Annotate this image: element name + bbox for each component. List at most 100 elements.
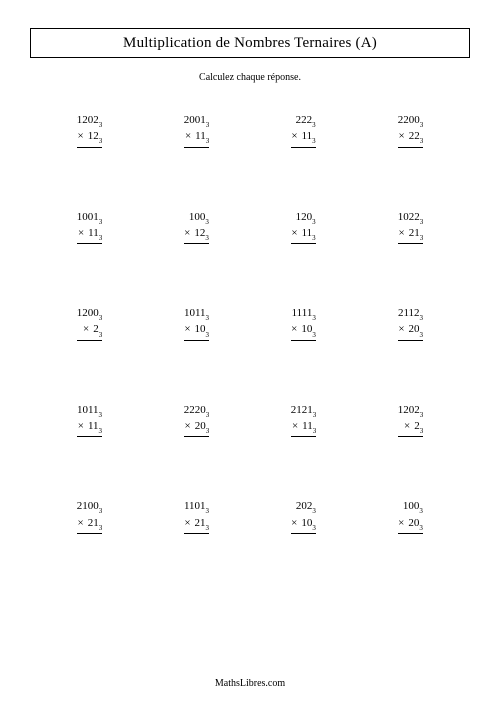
multiplicand: 21213 xyxy=(291,403,317,419)
multiplicand: 21123 xyxy=(398,306,423,322)
multiplicand: 10013 xyxy=(77,210,103,226)
divider-rule xyxy=(291,340,316,341)
multiplier: ×113 xyxy=(291,129,315,145)
multiplier: ×113 xyxy=(291,226,315,242)
multiplier: ×213 xyxy=(77,516,103,532)
problem: 2223×113 xyxy=(250,113,357,148)
problem-inner: 22203×203 xyxy=(184,403,210,438)
multiplier: ×23 xyxy=(77,322,103,338)
divider-rule xyxy=(291,243,315,244)
multiplier: ×103 xyxy=(291,322,316,338)
problem-inner: 21123×203 xyxy=(398,306,423,341)
multiplicand: 1003 xyxy=(184,210,209,226)
multiplier: ×213 xyxy=(398,226,424,242)
problem-inner: 1003×203 xyxy=(398,499,423,534)
divider-rule xyxy=(398,436,424,437)
multiplier: ×103 xyxy=(291,516,316,532)
instruction-text: Calculez chaque réponse. xyxy=(30,72,470,83)
problem: 10113×103 xyxy=(143,306,250,341)
problem: 21213×113 xyxy=(250,403,357,438)
problem-inner: 12023×23 xyxy=(398,403,424,438)
multiplier: ×113 xyxy=(77,226,103,242)
divider-rule xyxy=(184,533,209,534)
problem-inner: 10223×213 xyxy=(398,210,424,245)
divider-rule xyxy=(77,436,102,437)
problem: 1003×203 xyxy=(357,499,464,534)
problem-inner: 10113×103 xyxy=(184,306,209,341)
title-box: Multiplication de Nombres Ternaires (A) xyxy=(30,28,470,58)
problem-inner: 21003×213 xyxy=(77,499,103,534)
multiplier: ×103 xyxy=(184,322,209,338)
problem-inner: 12023×123 xyxy=(77,113,103,148)
multiplicand: 21003 xyxy=(77,499,103,515)
problem: 22003×223 xyxy=(357,113,464,148)
problem-inner: 11113×103 xyxy=(291,306,316,341)
problem: 22203×203 xyxy=(143,403,250,438)
multiplier: ×203 xyxy=(398,516,423,532)
multiplier: ×23 xyxy=(398,419,424,435)
problem-inner: 12003×23 xyxy=(77,306,103,341)
problem-inner: 20013×113 xyxy=(184,113,210,148)
problem: 11013×213 xyxy=(143,499,250,534)
problem: 10013×113 xyxy=(36,210,143,245)
worksheet-page: Multiplication de Nombres Ternaires (A) … xyxy=(0,0,500,707)
problem: 1203×113 xyxy=(250,210,357,245)
divider-rule xyxy=(184,436,210,437)
problem: 21123×203 xyxy=(357,306,464,341)
problem: 1003×123 xyxy=(143,210,250,245)
problem: 11113×103 xyxy=(250,306,357,341)
problem-grid: 12023×12320013×1132223×11322003×22310013… xyxy=(30,113,470,534)
problem-inner: 2223×113 xyxy=(291,113,315,148)
multiplicand: 10113 xyxy=(77,403,102,419)
problem-inner: 22003×223 xyxy=(398,113,424,148)
divider-rule xyxy=(398,533,423,534)
divider-rule xyxy=(291,533,316,534)
divider-rule xyxy=(398,340,423,341)
multiplier: ×203 xyxy=(184,419,210,435)
problem: 12023×23 xyxy=(357,403,464,438)
multiplicand: 20013 xyxy=(184,113,210,129)
problem: 12003×23 xyxy=(36,306,143,341)
multiplier: ×113 xyxy=(77,419,102,435)
divider-rule xyxy=(184,243,209,244)
multiplicand: 10223 xyxy=(398,210,424,226)
problem: 20013×113 xyxy=(143,113,250,148)
multiplicand: 11113 xyxy=(291,306,316,322)
problem-inner: 1203×113 xyxy=(291,210,315,245)
multiplier: ×113 xyxy=(291,419,317,435)
multiplicand: 2023 xyxy=(291,499,316,515)
problem-inner: 11013×213 xyxy=(184,499,209,534)
multiplicand: 11013 xyxy=(184,499,209,515)
multiplicand: 12023 xyxy=(398,403,424,419)
divider-rule xyxy=(77,340,103,341)
divider-rule xyxy=(291,436,317,437)
multiplier: ×123 xyxy=(77,129,103,145)
multiplicand: 22003 xyxy=(398,113,424,129)
multiplier: ×203 xyxy=(398,322,423,338)
problem: 10113×113 xyxy=(36,403,143,438)
divider-rule xyxy=(184,147,210,148)
problem-inner: 1003×123 xyxy=(184,210,209,245)
problem-inner: 21213×113 xyxy=(291,403,317,438)
problem-inner: 2023×103 xyxy=(291,499,316,534)
multiplicand: 12023 xyxy=(77,113,103,129)
multiplier: ×223 xyxy=(398,129,424,145)
multiplicand: 22203 xyxy=(184,403,210,419)
multiplier: ×113 xyxy=(184,129,210,145)
problem-inner: 10013×113 xyxy=(77,210,103,245)
page-title: Multiplication de Nombres Ternaires (A) xyxy=(123,35,377,51)
divider-rule xyxy=(184,340,209,341)
multiplicand: 1203 xyxy=(291,210,315,226)
problem: 12023×123 xyxy=(36,113,143,148)
problem-inner: 10113×113 xyxy=(77,403,102,438)
multiplicand: 2223 xyxy=(291,113,315,129)
multiplier: ×213 xyxy=(184,516,209,532)
problem: 10223×213 xyxy=(357,210,464,245)
multiplier: ×123 xyxy=(184,226,209,242)
multiplicand: 1003 xyxy=(398,499,423,515)
divider-rule xyxy=(398,147,424,148)
divider-rule xyxy=(77,243,103,244)
problem: 21003×213 xyxy=(36,499,143,534)
divider-rule xyxy=(398,243,424,244)
divider-rule xyxy=(77,147,103,148)
